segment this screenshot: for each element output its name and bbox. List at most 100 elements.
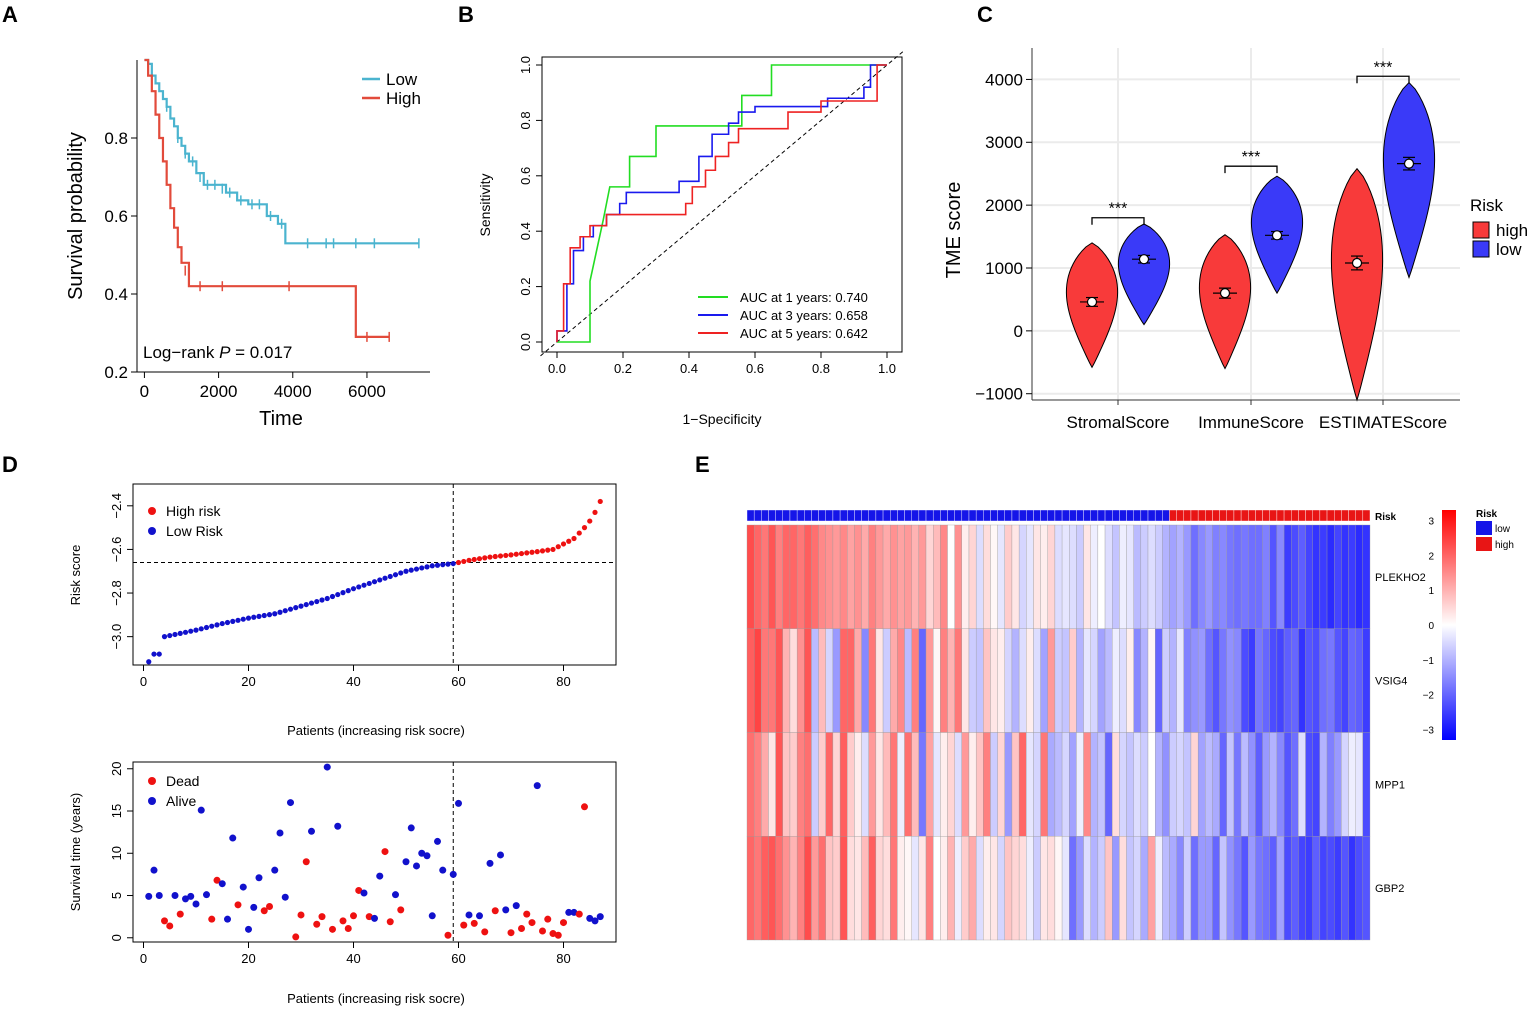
alive-point: [586, 914, 594, 922]
risk-point: [335, 591, 341, 598]
y-axis-tick-label: −2.6: [109, 537, 124, 563]
heatmap-cell: [925, 524, 934, 629]
risk-annotation-cell: [1212, 509, 1220, 522]
y-axis-title: Risk score: [68, 545, 83, 606]
risk-annotation-cell: [761, 509, 769, 522]
heatmap-cell: [1054, 628, 1063, 733]
heatmap-cell: [1298, 524, 1306, 629]
heatmap-cell: [796, 628, 805, 733]
dead-point: [208, 915, 216, 923]
alive-point: [245, 925, 252, 933]
survival-status-plot: 0 5 10 15 20 0 20 40 60 80 Patients (increasing ri…: [68, 761, 617, 1006]
heatmap-cell: [818, 732, 826, 837]
risk-annotation-cell: [890, 509, 898, 522]
legend-label: AUC at 3 years: 0.658: [740, 308, 868, 323]
risk-point: [429, 563, 435, 569]
heatmap-cell: [1069, 628, 1077, 733]
risk-annotation-cell: [1061, 509, 1070, 522]
heatmap-cell: [847, 732, 855, 837]
dead-point: [523, 910, 531, 918]
heatmap-cell: [904, 732, 912, 837]
risk-annotation-cell: [1169, 509, 1177, 522]
heatmap-cell: [997, 836, 1005, 941]
risk-point: [319, 597, 325, 603]
heatmap-cell: [1047, 628, 1056, 733]
risk-point: [377, 577, 383, 583]
colorbar-tick-label: 3: [1428, 516, 1434, 527]
heatmap-cell: [1076, 628, 1084, 733]
legend-label: High risk: [166, 503, 221, 519]
roc-plot: 0.0 0.2 0.4 0.6 0.8 1.0 0.0 0.2 0.4 0.6 0.8 1.0 1−Sp…: [477, 50, 904, 427]
heatmap-cell: [1190, 836, 1199, 941]
dead-point: [507, 929, 515, 937]
heatmap-cell: [847, 524, 855, 629]
risk-point: [314, 598, 320, 605]
heatmap-cell: [947, 628, 955, 733]
colorbar-tick-label: 1: [1428, 586, 1434, 597]
heatmap-cell: [1348, 732, 1356, 837]
y-axis-tick-label: 0.6: [518, 167, 533, 185]
heatmap-cell: [1033, 628, 1041, 733]
risk-point: [419, 565, 425, 571]
risk-point: [324, 595, 330, 602]
dead-point: [260, 907, 268, 915]
risk-annotation-cell: [1312, 509, 1321, 522]
heatmap-cell: [875, 732, 884, 837]
heatmap-cell: [925, 732, 934, 837]
risk-point: [209, 623, 215, 629]
heatmap-cell: [904, 836, 912, 941]
heatmap-cell: [890, 732, 898, 837]
legend-title: Risk: [1470, 196, 1504, 215]
heatmap-cell: [1319, 628, 1328, 733]
y-axis-tick-label: 1.0: [518, 56, 533, 74]
risk-annotation-cell: [832, 509, 841, 522]
heatmap-cell: [811, 628, 819, 733]
dead-point: [491, 907, 499, 915]
x-axis-tick-label: 0.8: [812, 361, 830, 376]
risk-annotation-cell: [882, 509, 891, 522]
risk-point: [555, 544, 561, 550]
heatmap-cell: [1011, 836, 1020, 941]
risk-point: [529, 549, 535, 555]
median-point: [1219, 288, 1231, 299]
risk-point: [350, 586, 357, 592]
heatmap-cell: [1083, 524, 1091, 629]
colorbar-tick-label: −3: [1423, 726, 1435, 737]
heatmap-cell: [768, 628, 776, 733]
heatmap-cell: [1226, 732, 1235, 837]
legend-label-high: high: [1496, 221, 1528, 240]
heatmap-cell: [789, 836, 798, 941]
risk-point: [308, 600, 315, 606]
heatmap-cell: [1334, 732, 1342, 837]
risk-annotation-cell: [1305, 509, 1313, 522]
heatmap-cell: [940, 524, 948, 629]
risk-point: [466, 557, 472, 563]
dead-point: [302, 858, 310, 866]
risk-annotation-cell: [782, 509, 791, 522]
heatmap-cell: [847, 628, 855, 733]
heatmap-cell: [1018, 628, 1027, 733]
x-axis-tick-label: 0.0: [548, 361, 566, 376]
risk-annotation-cell: [997, 509, 1005, 522]
plot-frame: [132, 761, 617, 943]
heatmap-cell: [1090, 836, 1099, 941]
median-point: [1138, 254, 1150, 265]
violin-low: [1382, 81, 1436, 279]
risk-point: [167, 632, 173, 639]
heatmap-cell: [990, 836, 998, 941]
heatmap-cell: [746, 524, 755, 629]
heatmap-cell: [1291, 524, 1299, 629]
alive-point: [171, 892, 179, 900]
risk-point: [366, 580, 372, 587]
heatmap-cell: [940, 836, 948, 941]
y-axis-tick-label: −1000: [975, 385, 1023, 404]
risk-point: [193, 627, 199, 633]
heatmap-cell: [1169, 836, 1177, 941]
risk-point: [445, 561, 451, 567]
dead-point: [581, 803, 588, 811]
heatmap-cell: [1197, 524, 1206, 629]
heatmap-cell: [1133, 524, 1142, 629]
risk-point: [482, 555, 488, 561]
heatmap-cell: [861, 628, 869, 733]
heatmap-cell: [753, 628, 762, 733]
